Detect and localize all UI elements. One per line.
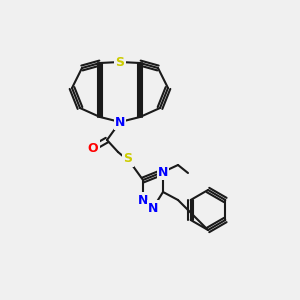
- Text: S: S: [116, 56, 124, 68]
- Text: N: N: [158, 166, 168, 178]
- Text: S: S: [124, 152, 133, 166]
- Text: N: N: [148, 202, 158, 214]
- Text: O: O: [88, 142, 98, 154]
- Text: N: N: [115, 116, 125, 128]
- Text: N: N: [138, 194, 148, 206]
